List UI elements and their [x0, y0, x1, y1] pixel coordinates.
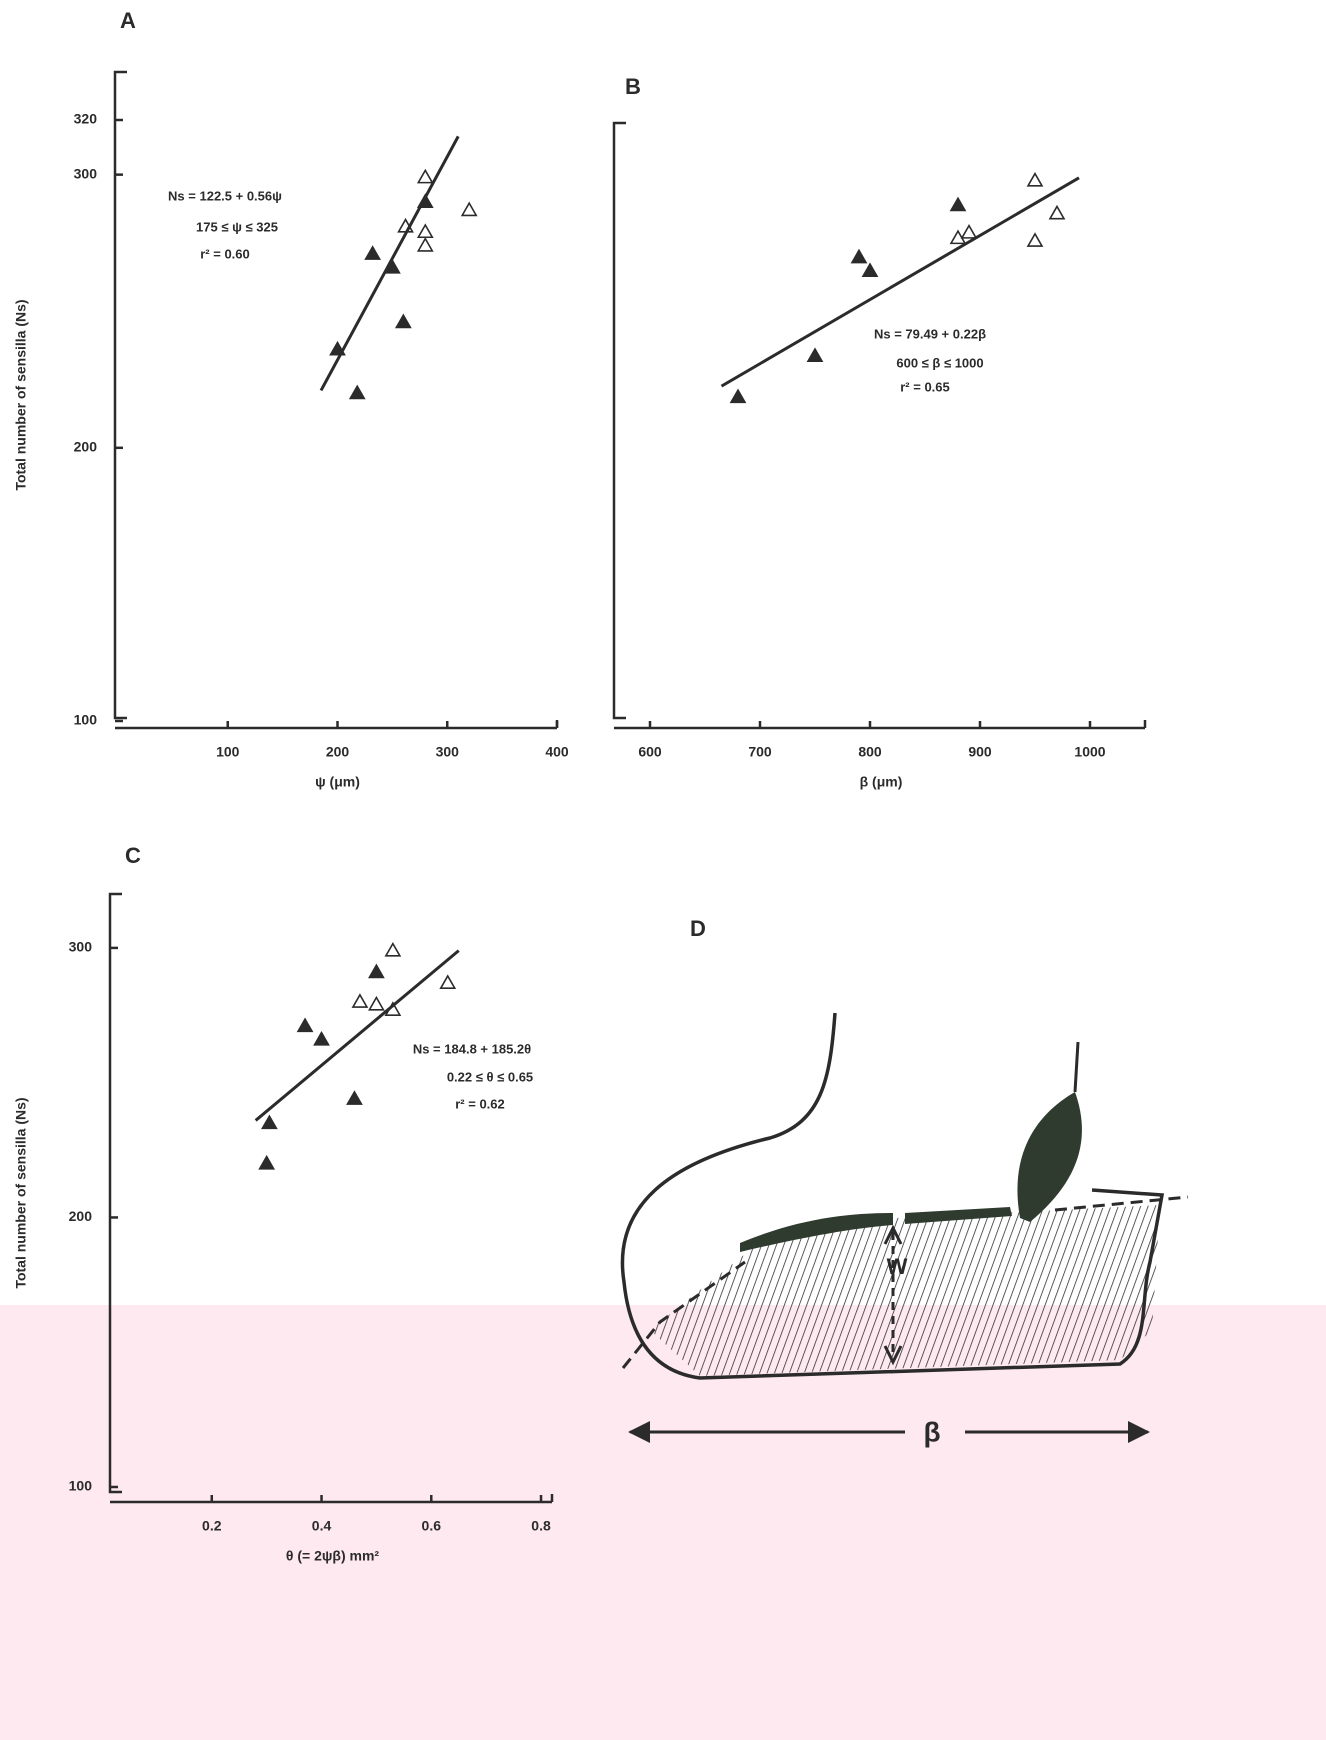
data-point — [258, 1154, 276, 1170]
x-tick-label: 600 — [638, 744, 662, 760]
annotation: Ns = 122.5 + 0.56ψ — [168, 188, 282, 203]
x-axis-label: β (μm) — [860, 774, 903, 790]
beta-label: β — [923, 1416, 940, 1447]
x-tick-label: 300 — [436, 744, 460, 760]
fit-line — [319, 135, 460, 392]
data-point — [329, 340, 346, 356]
x-tick-label: 200 — [326, 744, 350, 760]
data-point — [416, 193, 434, 209]
data-point — [384, 941, 402, 957]
annotation: Ns = 184.8 + 185.2θ — [413, 1041, 531, 1056]
data-point — [439, 974, 457, 990]
data-point — [416, 237, 434, 252]
outline — [620, 1012, 1165, 1380]
y-axis — [113, 70, 127, 720]
annotation: 600 ≤ β ≤ 1000 — [896, 355, 983, 370]
x-tick-label: 0.6 — [422, 1518, 442, 1534]
data-point — [384, 1001, 402, 1016]
x-tick-label: 100 — [216, 744, 240, 760]
data-point — [850, 248, 868, 264]
arrowhead — [883, 1224, 903, 1366]
data-point — [729, 388, 747, 404]
hatched-area — [650, 1205, 1160, 1376]
x-axis-label: θ (= 2ψβ) mm² — [286, 1548, 380, 1564]
leaf — [1017, 1092, 1082, 1222]
y-tick-label: 320 — [74, 111, 98, 127]
data-point — [861, 262, 879, 278]
annotation: Ns = 79.49 + 0.22β — [874, 326, 986, 341]
data-point — [1026, 232, 1044, 247]
y-axis-label: Total number of sensilla (Ns) — [13, 299, 29, 490]
stem — [1073, 1041, 1080, 1093]
panel-label: D — [690, 916, 706, 941]
annotation: 0.22 ≤ θ ≤ 0.65 — [447, 1069, 533, 1084]
data-point — [351, 993, 369, 1008]
x-tick-label: 1000 — [1074, 744, 1105, 760]
x-tick-label: 0.8 — [531, 1518, 551, 1534]
data-point — [960, 224, 978, 239]
data-point — [1026, 171, 1044, 187]
w-label: W — [887, 1254, 908, 1279]
data-point — [1048, 204, 1066, 220]
y-tick-label: 200 — [74, 439, 98, 455]
dark-band — [740, 1213, 893, 1252]
annotation: 175 ≤ ψ ≤ 325 — [196, 219, 278, 234]
y-tick-label: 100 — [69, 1478, 93, 1494]
y-tick-label: 300 — [69, 939, 93, 955]
data-point — [313, 1030, 330, 1046]
leaf-diagram: D W β — [620, 916, 1189, 1447]
fit-line — [254, 949, 460, 1122]
y-axis-label: Total number of sensilla (Ns) — [13, 1097, 29, 1288]
data-point — [416, 223, 434, 239]
data-point — [348, 384, 366, 400]
x-axis-label: ψ (μm) — [315, 774, 360, 790]
x-tick-label: 0.4 — [312, 1518, 332, 1534]
x-tick-label: 800 — [858, 744, 882, 760]
data-point — [368, 963, 385, 979]
data-point — [460, 201, 478, 217]
background-band — [0, 1305, 1326, 1740]
data-point — [296, 1017, 314, 1033]
x-tick-label: 900 — [968, 744, 992, 760]
data-point — [397, 217, 414, 233]
y-axis — [108, 892, 122, 1494]
data-point — [416, 168, 434, 184]
y-axis — [612, 121, 626, 720]
y-tick-label: 300 — [74, 165, 98, 181]
dark-band — [905, 1207, 1012, 1224]
data-point — [368, 995, 385, 1011]
fit-line — [720, 176, 1080, 388]
annotation: r² = 0.65 — [900, 379, 950, 394]
panel-label: B — [625, 74, 641, 99]
panel-label: C — [125, 843, 141, 868]
data-point — [346, 1090, 363, 1105]
dashed-line — [1054, 1195, 1189, 1212]
data-point — [949, 196, 967, 212]
data-point — [261, 1114, 278, 1130]
dashed-line — [621, 1260, 746, 1369]
data-point — [383, 258, 401, 274]
x-tick-label: 700 — [748, 744, 772, 760]
annotation: r² = 0.60 — [200, 246, 250, 261]
data-point — [394, 313, 412, 329]
y-tick-label: 100 — [74, 712, 98, 728]
x-tick-label: 0.2 — [202, 1518, 222, 1534]
panel-label: A — [120, 8, 136, 33]
data-point — [806, 347, 824, 363]
data-point — [364, 245, 381, 260]
y-tick-label: 200 — [69, 1208, 93, 1224]
annotation: r² = 0.62 — [455, 1096, 505, 1111]
x-tick-label: 400 — [545, 744, 569, 760]
